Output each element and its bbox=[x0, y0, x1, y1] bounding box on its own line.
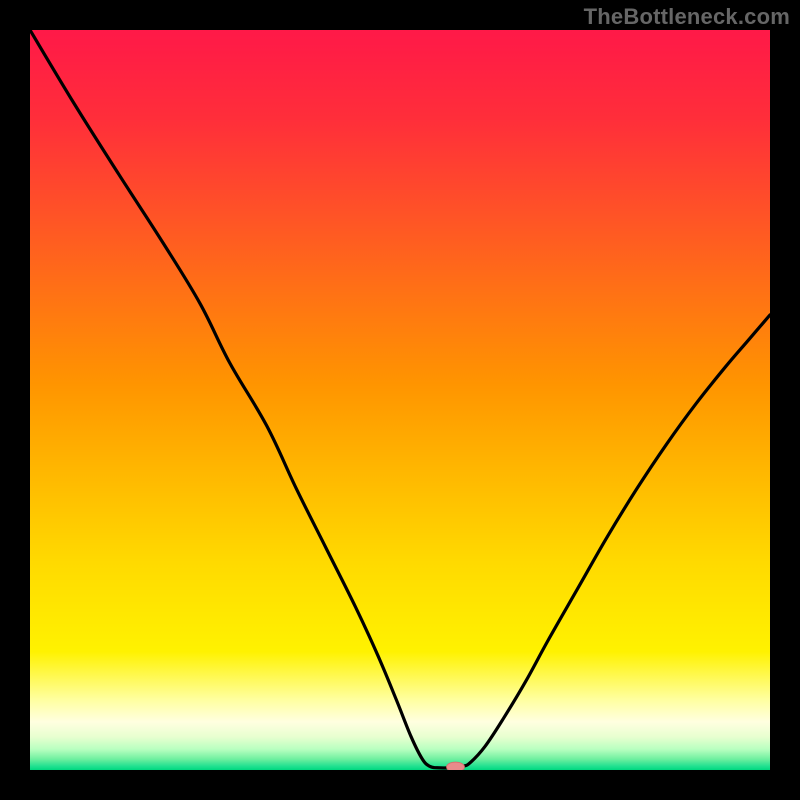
watermark-text: TheBottleneck.com bbox=[584, 4, 790, 30]
bottleneck-curve-chart bbox=[30, 30, 770, 770]
chart-plot-area bbox=[30, 30, 770, 770]
optimal-marker bbox=[447, 762, 465, 770]
chart-background-gradient bbox=[30, 30, 770, 770]
